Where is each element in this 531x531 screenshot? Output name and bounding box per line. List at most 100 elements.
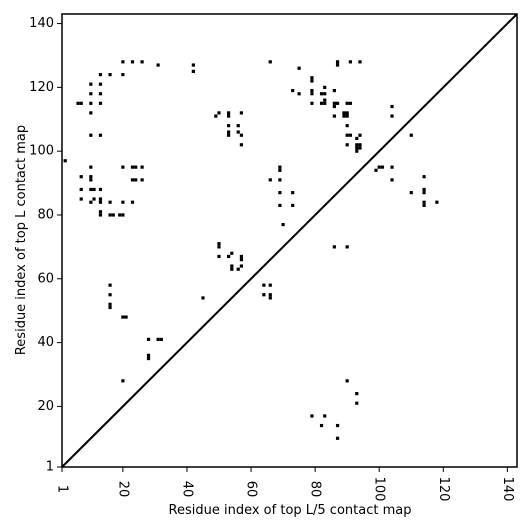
contact-point (121, 200, 125, 204)
x-tick-label: 100 (372, 477, 387, 502)
contact-point (130, 60, 135, 64)
contact-point (348, 133, 352, 137)
contact-point (297, 66, 301, 70)
x-axis-label: Residue index of top L/5 contact map (169, 503, 412, 518)
contact-point (335, 63, 340, 67)
contact-point (345, 124, 349, 128)
contact-point (89, 82, 93, 86)
contact-point (422, 203, 426, 207)
contact-point (268, 293, 272, 297)
contact-point (217, 254, 221, 259)
contact-point (342, 114, 346, 118)
plot-frame (61, 13, 518, 468)
contact-point (310, 79, 314, 83)
contact-point (323, 92, 327, 96)
y-tick-label: 20 (37, 399, 54, 414)
contact-point (230, 267, 234, 271)
contact-point (323, 85, 327, 89)
contact-point (345, 114, 349, 118)
x-tick-label: 120 (436, 477, 451, 502)
contact-point (217, 242, 221, 246)
contact-point (380, 165, 385, 169)
contact-point (156, 337, 160, 341)
contact-point (227, 254, 231, 259)
contact-point (130, 178, 135, 182)
contact-point (355, 401, 359, 405)
contact-point (345, 143, 349, 147)
contact-point (239, 111, 244, 115)
contact-point (98, 213, 103, 217)
contact-point (89, 133, 93, 137)
contact-point (268, 60, 272, 64)
contact-point (227, 124, 231, 128)
contact-point (390, 178, 394, 182)
contact-point (268, 283, 272, 287)
contact-point (227, 111, 231, 115)
contact-point (98, 92, 103, 96)
contact-point (355, 143, 359, 147)
contact-point (268, 296, 272, 300)
contact-point (236, 124, 240, 128)
contact-point (98, 197, 103, 201)
contact-point (345, 245, 349, 249)
contact-point (98, 73, 103, 77)
contact-point (92, 187, 96, 192)
contact-point (108, 213, 112, 217)
contact-point (377, 165, 381, 169)
contact-point (268, 178, 272, 182)
contact-point (156, 63, 160, 67)
contact-point (239, 143, 244, 147)
contact-point (358, 146, 362, 150)
contact-point (374, 168, 378, 172)
contact-point (345, 133, 349, 137)
contact-point (140, 178, 144, 182)
contact-point (390, 165, 394, 169)
contact-point (358, 133, 362, 137)
contact-point (89, 200, 93, 204)
contact-point (130, 165, 135, 169)
contact-point (236, 130, 240, 134)
contact-point (92, 197, 96, 201)
contact-point (278, 191, 282, 195)
contact-point (310, 76, 314, 80)
contact-point (76, 101, 80, 105)
contact-point (278, 178, 282, 182)
y-axis-label: Residue index of top L contact map (14, 125, 29, 355)
contact-point (108, 302, 112, 306)
contact-point (191, 69, 195, 74)
contact-point (348, 60, 352, 64)
contact-point (239, 258, 244, 262)
contact-point (201, 296, 205, 300)
contact-point (422, 200, 426, 204)
contact-point (121, 315, 125, 319)
contact-point (297, 92, 301, 96)
contact-point (422, 187, 426, 192)
contact-point (335, 436, 340, 440)
contact-point (358, 60, 362, 64)
contact-point (335, 101, 340, 105)
contact-point (310, 92, 314, 96)
contact-point (146, 356, 151, 361)
contact-point (111, 213, 115, 217)
contact-point (319, 423, 324, 428)
contact-point (323, 414, 327, 418)
contact-point (191, 63, 195, 67)
contact-point (121, 379, 125, 383)
contact-point (89, 92, 93, 96)
contact-point (140, 60, 144, 64)
contact-point (355, 146, 359, 150)
contact-point (281, 222, 285, 227)
contact-point (217, 245, 221, 249)
contact-point (409, 133, 413, 137)
contact-point (262, 293, 266, 297)
contact-point (118, 213, 122, 217)
contact-point (63, 159, 67, 163)
contact-point (345, 111, 349, 115)
contact-point (159, 337, 163, 341)
x-tick-label: 1 (55, 485, 70, 493)
contact-point (332, 104, 336, 109)
contact-point (239, 254, 244, 259)
contact-point (98, 82, 103, 86)
contact-point (358, 143, 362, 147)
contact-point (310, 88, 314, 93)
